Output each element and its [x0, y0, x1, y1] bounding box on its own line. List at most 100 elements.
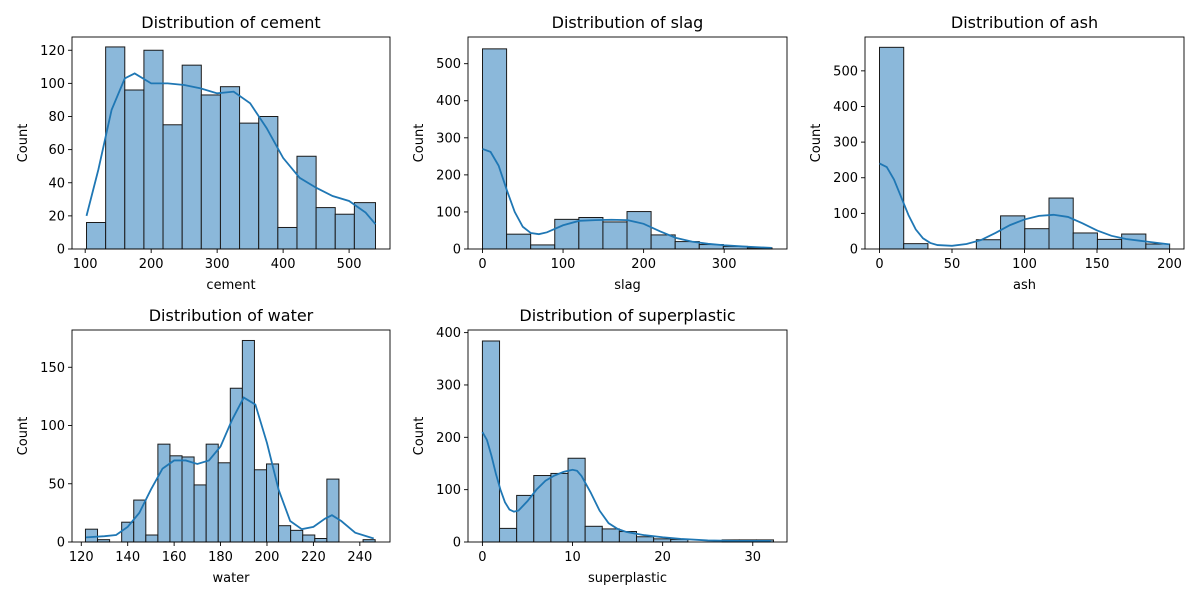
y-tick-label: 200: [436, 431, 461, 446]
histogram-bar: [290, 529, 304, 543]
y-tick-label: 300: [436, 378, 461, 393]
kde-curve: [879, 162, 1170, 247]
y-tick-label: 100: [436, 483, 461, 498]
y-tick-label: 50: [48, 477, 65, 492]
x-tick-label: 180: [208, 550, 233, 565]
histogram-bar: [626, 211, 652, 250]
histogram-bar: [133, 499, 147, 543]
histogram-bar: [584, 525, 603, 543]
y-axis-label: Count: [16, 417, 31, 456]
kde-curve: [481, 431, 771, 542]
histogram-bar: [278, 525, 292, 543]
x-tick-label: 300: [712, 257, 737, 272]
histogram-bar: [506, 233, 532, 250]
subplot-title: Distribution of superplastic: [519, 306, 735, 325]
x-tick-label: 30: [744, 550, 761, 565]
y-tick-label: 300: [833, 136, 858, 151]
histogram-bar: [205, 443, 219, 543]
y-tick-label: 150: [40, 361, 65, 376]
histogram-bar: [879, 46, 905, 250]
x-tick-label: 0: [478, 257, 486, 272]
x-tick-label: 20: [654, 550, 671, 565]
subplot-title: Distribution of cement: [141, 13, 320, 32]
histogram-bar: [530, 244, 556, 250]
subplot-4: 120 140 160 180 200 220 240 0 50 100 150 Distributi…: [16, 306, 391, 586]
histogram-bar: [86, 222, 107, 250]
y-tick-label: 120: [40, 44, 65, 59]
y-tick-label: 100: [436, 205, 461, 220]
histogram-bar: [296, 155, 317, 250]
histogram-bar: [193, 484, 207, 543]
x-tick-label: 140: [115, 550, 140, 565]
y-axis-label: Count: [16, 124, 31, 163]
x-axis-label: slag: [614, 278, 641, 293]
kde-curve: [482, 148, 772, 249]
subplot-3: 0 50 100 150 200 0 100 200 300 400 500 Distribution…: [809, 13, 1185, 293]
x-axis-label: ash: [1013, 278, 1036, 293]
y-tick-label: 40: [48, 176, 65, 191]
histogram-bar: [219, 86, 241, 250]
histogram-bar: [499, 527, 518, 543]
histogram-bar: [550, 472, 569, 543]
axes-frame: [71, 36, 391, 250]
x-tick-label: 500: [337, 257, 362, 272]
x-tick-label: 100: [73, 257, 98, 272]
x-tick-label: 0: [875, 257, 883, 272]
y-tick-label: 80: [48, 110, 65, 125]
subplot-title: Distribution of water: [149, 306, 314, 325]
x-tick-label: 200: [255, 550, 280, 565]
y-tick-label: 100: [833, 207, 858, 222]
histogram-bar: [145, 534, 159, 543]
histogram-bar: [1072, 232, 1098, 250]
histogram-bar: [258, 116, 279, 250]
histogram-bar: [334, 213, 355, 250]
x-tick-label: 0: [478, 550, 486, 565]
histogram-bar: [302, 534, 316, 543]
y-tick-label: 200: [436, 168, 461, 183]
y-tick-label: 60: [48, 143, 65, 158]
histogram-bar: [217, 462, 231, 543]
histogram-bar: [162, 124, 183, 250]
histogram-bar: [1048, 197, 1074, 250]
y-axis-label: Count: [809, 124, 824, 163]
y-axis-label: Count: [412, 417, 427, 456]
histogram-bar: [169, 455, 183, 543]
x-axis-label: superplastic: [588, 571, 667, 586]
subplot-2: 0 100 200 300 0 100 200 300 400 500 Distribution o…: [412, 13, 788, 293]
x-tick-label: 100: [1012, 257, 1037, 272]
x-tick-label: 300: [205, 257, 230, 272]
histogram-bar: [124, 89, 145, 250]
x-tick-label: 10: [564, 550, 581, 565]
y-tick-label: 0: [453, 536, 461, 551]
kde-curve: [85, 72, 377, 225]
y-tick-label: 0: [453, 243, 461, 258]
histogram-bar: [636, 536, 655, 543]
x-tick-label: 240: [347, 550, 372, 565]
y-axis-label: Count: [412, 124, 427, 163]
subplot-title: Distribution of slag: [552, 13, 704, 32]
histogram-bar: [482, 48, 508, 250]
histogram-bar: [105, 46, 126, 250]
x-axis-label: cement: [206, 278, 255, 293]
x-tick-label: 160: [162, 550, 187, 565]
histogram-bar: [241, 339, 255, 543]
x-tick-label: 100: [551, 257, 576, 272]
x-tick-label: 200: [1157, 257, 1182, 272]
y-tick-label: 500: [436, 57, 461, 72]
histogram-bar: [653, 538, 672, 543]
kde-curve: [85, 396, 375, 540]
x-tick-label: 150: [1085, 257, 1110, 272]
x-tick-label: 400: [271, 257, 296, 272]
histogram-bar: [353, 202, 376, 250]
y-tick-label: 300: [436, 131, 461, 146]
axes-frame: [467, 329, 788, 543]
y-tick-label: 0: [57, 536, 65, 551]
histogram-bar: [326, 478, 340, 543]
histogram-bar: [1096, 238, 1123, 250]
subplot-title: Distribution of ash: [951, 13, 1098, 32]
x-tick-label: 50: [944, 257, 961, 272]
histogram-bar: [84, 528, 99, 543]
histogram-bar: [277, 226, 298, 250]
